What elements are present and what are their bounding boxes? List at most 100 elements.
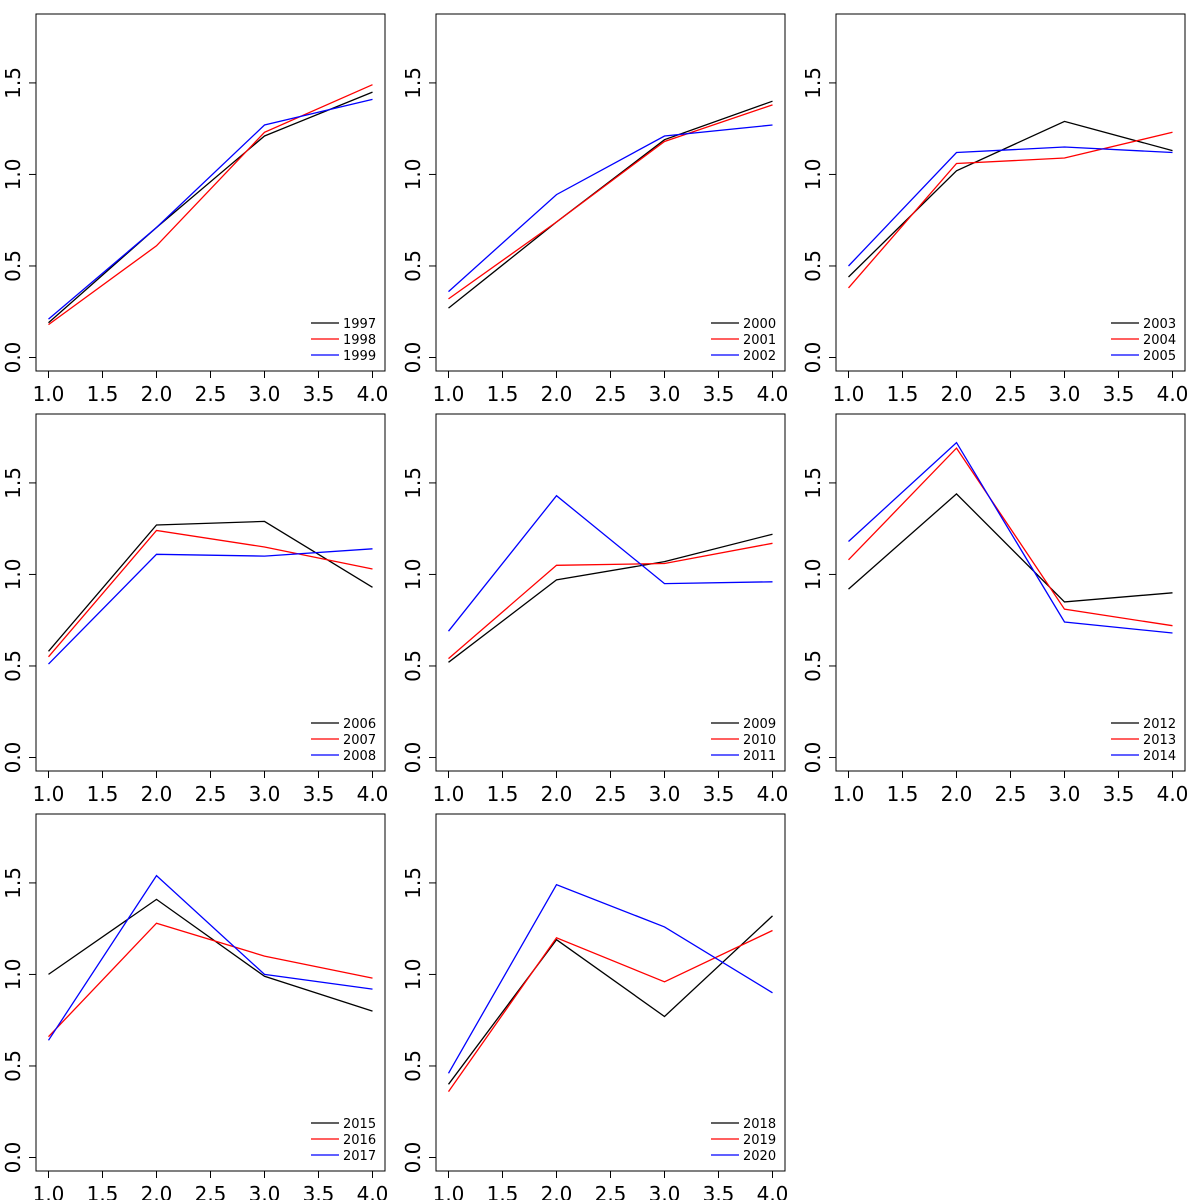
x-tick-label: 3.0 (649, 382, 681, 406)
y-tick-label: 1.0 (401, 959, 425, 991)
x-tick-label: 3.5 (303, 382, 335, 406)
x-tick-label: 3.0 (249, 382, 281, 406)
x-tick-label: 1.5 (487, 382, 519, 406)
x-tick-label: 2.5 (195, 782, 227, 806)
x-tick-label: 2.0 (941, 782, 973, 806)
x-tick-label: 1.0 (33, 382, 65, 406)
y-tick-label: 1.0 (1, 559, 25, 591)
chart-panel-3: 1.0 1.5 2.0 2.5 3.0 3.5 4.00.00.51.01.52003200… (801, 13, 1188, 406)
y-tick-label: 0.5 (801, 250, 825, 282)
series-line-2000 (448, 100, 773, 309)
chart-panel-5: 1.0 1.5 2.0 2.5 3.0 3.5 4.00.00.51.01.52009201… (401, 413, 788, 806)
y-tick-label: 1.5 (801, 467, 825, 499)
y-tick-label: 0.5 (401, 250, 425, 282)
y-tick-label: 0.0 (801, 742, 825, 774)
x-tick-label: 2.5 (595, 1182, 627, 1200)
x-tick-label: 2.5 (995, 382, 1027, 406)
y-tick-label: 1.5 (401, 467, 425, 499)
legend-label-2003: 2003 (1143, 317, 1176, 332)
x-tick-label: 2.0 (141, 782, 173, 806)
x-tick-label: 2.5 (995, 782, 1027, 806)
x-tick-label: 3.0 (1049, 382, 1081, 406)
x-tick-label: 3.5 (703, 782, 735, 806)
series-line-2008 (48, 548, 373, 665)
x-tick-label: 3.0 (649, 1182, 681, 1200)
legend-label-2001: 2001 (743, 333, 776, 348)
x-tick-label: 3.5 (703, 1182, 735, 1200)
legend-label-2011: 2011 (743, 749, 776, 764)
chart-panel-1: 1.0 1.5 2.0 2.5 3.0 3.5 4.00.00.51.01.51997199… (1, 13, 388, 406)
series-line-1998 (48, 84, 373, 326)
x-tick-label: 1.5 (487, 782, 519, 806)
y-tick-label: 1.5 (401, 67, 425, 99)
series-line-2011 (447, 494, 773, 632)
x-tick-label: 4.0 (757, 1182, 789, 1200)
x-tick-label: 1.0 (433, 1182, 465, 1200)
x-tick-label: 1.0 (433, 782, 465, 806)
x-tick-label: 2.0 (541, 782, 573, 806)
y-tick-label: 0.5 (1, 1050, 25, 1082)
series-line-2015 (48, 898, 373, 1012)
x-tick-label: 2.0 (941, 382, 973, 406)
x-tick-label: 3.5 (303, 782, 335, 806)
x-tick-label: 1.0 (833, 782, 865, 806)
y-tick-label: 0.0 (1, 342, 25, 374)
y-tick-label: 0.5 (1, 250, 25, 282)
legend-label-2019: 2019 (743, 1133, 776, 1148)
x-tick-label: 1.0 (833, 382, 865, 406)
legend-label-2007: 2007 (343, 733, 376, 748)
x-tick-label: 4.0 (1157, 782, 1189, 806)
y-tick-label: 1.5 (1, 867, 25, 899)
y-tick-label: 1.5 (1, 67, 25, 99)
y-tick-label: 0.0 (1, 1142, 25, 1174)
series-line-2016 (48, 922, 373, 1038)
series-line-2020 (447, 883, 773, 1074)
series-line-2010 (448, 542, 773, 660)
x-tick-label: 1.5 (87, 782, 119, 806)
x-tick-label: 4.0 (357, 782, 389, 806)
x-tick-label: 1.0 (433, 382, 465, 406)
y-tick-label: 1.5 (401, 867, 425, 899)
x-tick-label: 1.5 (87, 382, 119, 406)
x-tick-label: 3.0 (249, 782, 281, 806)
y-tick-label: 0.0 (401, 1142, 425, 1174)
legend-label-2002: 2002 (743, 349, 776, 364)
y-tick-label: 1.0 (801, 159, 825, 191)
series-line-2012 (848, 493, 1173, 603)
series-line-2014 (848, 441, 1173, 634)
y-tick-label: 1.0 (401, 559, 425, 591)
x-tick-label: 1.5 (87, 1182, 119, 1200)
y-tick-label: 0.5 (1, 650, 25, 682)
x-tick-label: 3.5 (1103, 382, 1135, 406)
legend-label-2020: 2020 (743, 1149, 776, 1164)
x-tick-label: 1.0 (33, 1182, 65, 1200)
chart-panel-2: 1.0 1.5 2.0 2.5 3.0 3.5 4.00.00.51.01.52000200… (401, 13, 789, 406)
legend-label-2012: 2012 (1143, 717, 1176, 732)
series-line-2019 (447, 929, 773, 1092)
y-tick-label: 0.0 (801, 342, 825, 374)
y-tick-label: 1.0 (1, 159, 25, 191)
x-tick-label: 3.5 (1103, 782, 1135, 806)
x-tick-label: 4.0 (757, 382, 789, 406)
series-line-2018 (447, 915, 773, 1085)
x-tick-label: 2.0 (541, 382, 573, 406)
chart-panel-8: 1.0 1.5 2.0 2.5 3.0 3.5 4.0 0.0 0.5 1.0 1.5 2018201… (401, 813, 789, 1200)
x-tick-label: 2.0 (141, 382, 173, 406)
x-tick-label: 2.5 (195, 1182, 227, 1200)
series-line-2004 (848, 131, 1173, 289)
y-tick-label: 0.5 (401, 1050, 425, 1082)
legend-label-1999: 1999 (343, 349, 376, 364)
x-tick-label: 1.5 (887, 782, 919, 806)
series-line-1999 (48, 98, 373, 320)
chart-panel-4: 1.0 1.5 2.0 2.5 3.0 3.5 4.00.00.51.01.52006200… (1, 413, 389, 806)
series-line-2006 (48, 520, 373, 652)
x-tick-label: 1.5 (487, 1182, 519, 1200)
legend-label-2004: 2004 (1143, 333, 1176, 348)
series-line-2017 (47, 874, 373, 1041)
y-tick-label: 1.0 (801, 559, 825, 591)
x-tick-label: 3.5 (703, 382, 735, 406)
legend-label-2010: 2010 (743, 733, 776, 748)
series-line-1997 (48, 91, 373, 324)
